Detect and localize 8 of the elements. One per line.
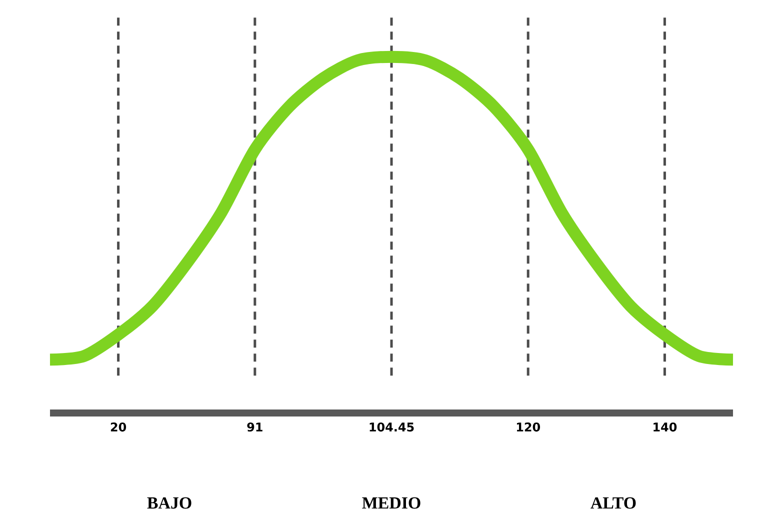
text: MEDIO xyxy=(362,497,420,509)
x-tick-label: 20 xyxy=(110,422,126,432)
text: BAJO xyxy=(147,497,192,509)
x-tick-label: 91 xyxy=(247,422,262,432)
x-tick-label: 140 xyxy=(654,422,677,432)
x-tick-label: 104.45 xyxy=(370,422,414,432)
text: ALTO xyxy=(590,497,636,509)
x-tick-label: 120 xyxy=(516,422,540,432)
